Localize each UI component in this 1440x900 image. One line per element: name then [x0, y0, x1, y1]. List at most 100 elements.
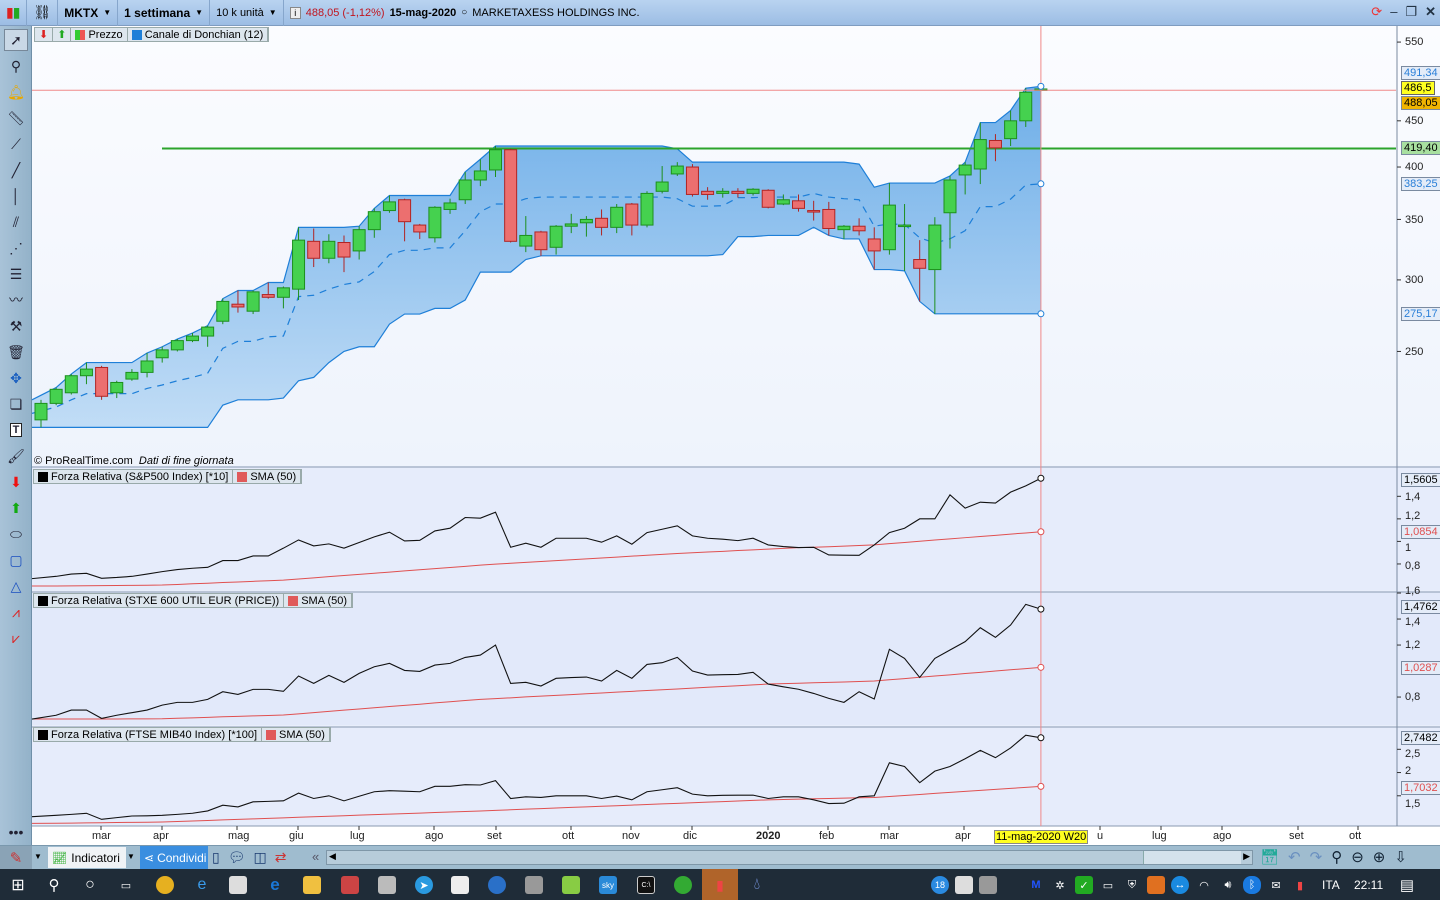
prorealtime-taskbar-button[interactable]: ▮: [702, 869, 738, 900]
volume-icon[interactable]: 🔊︎: [1224, 878, 1232, 891]
drawing-mode-button[interactable]: ✎: [0, 846, 32, 869]
sell-arrow-tool[interactable]: ⬇: [4, 471, 28, 493]
trend-up-tool[interactable]: ⩘: [4, 601, 28, 623]
notification-badge[interactable]: 18: [931, 876, 949, 894]
chrome-icon[interactable]: [156, 876, 174, 894]
task-view-icon[interactable]: ▭: [120, 879, 132, 892]
legend-relative-strength[interactable]: Forza Relativa (S&P500 Index) [*10]: [34, 470, 234, 483]
wave-tool[interactable]: 〰: [4, 289, 28, 311]
wifi-icon[interactable]: ◠: [1199, 879, 1209, 892]
legend-sma[interactable]: SMA (50): [262, 728, 330, 741]
thunderbird-icon[interactable]: [488, 876, 506, 894]
security-icon[interactable]: [955, 876, 973, 894]
redo-icon[interactable]: ↷: [1309, 849, 1323, 866]
mail-icon[interactable]: ✉: [1271, 879, 1281, 892]
time-scrollbar[interactable]: ◀ ▶: [326, 850, 1253, 865]
ruler-tool[interactable]: 📏︎: [4, 107, 28, 129]
expand-panel-button[interactable]: ⬆: [53, 28, 72, 41]
power-icon[interactable]: ▭: [1102, 879, 1114, 892]
file-explorer-icon[interactable]: [303, 876, 321, 894]
alert-tool[interactable]: 🔔︎: [4, 81, 28, 103]
chat-icon[interactable]: 💬︎: [227, 849, 246, 865]
chart-type-button[interactable]: ▮ ▮: [0, 0, 28, 26]
java-icon[interactable]: [1147, 876, 1165, 894]
restore-button[interactable]: ❐: [1405, 4, 1418, 19]
cortana-icon[interactable]: ○: [85, 876, 95, 893]
minimize-button[interactable]: –: [1390, 4, 1398, 19]
language-indicator[interactable]: ITA: [1322, 878, 1340, 892]
telegram-icon[interactable]: ➤: [415, 876, 433, 894]
network-drive-icon[interactable]: [979, 876, 997, 894]
legend-sma[interactable]: SMA (50): [233, 470, 302, 483]
legend-price[interactable]: Prezzo: [71, 28, 128, 41]
undo-icon[interactable]: ↶: [1288, 849, 1301, 866]
notepad-icon[interactable]: [378, 876, 396, 894]
legend-sma[interactable]: SMA (50): [284, 594, 353, 607]
command-prompt-icon[interactable]: C:\: [637, 876, 655, 894]
channel-tool[interactable]: ⫽: [4, 211, 28, 233]
action-center-icon[interactable]: ▤: [1399, 877, 1415, 894]
scroll-left-arrow[interactable]: ◀: [329, 851, 336, 861]
drawing-mode-dropdown[interactable]: ▼: [34, 852, 42, 861]
zoom-out-icon[interactable]: ⊖: [1351, 849, 1364, 866]
scroll-right-arrow[interactable]: ▶: [1243, 851, 1250, 861]
trading-icon[interactable]: ⇄: [274, 849, 287, 865]
internet-explorer-icon[interactable]: e: [197, 876, 207, 893]
buy-arrow-tool[interactable]: ⬆: [4, 497, 28, 519]
zoom-tool[interactable]: ⚲: [4, 55, 28, 77]
malwarebytes-icon[interactable]: M: [1031, 879, 1041, 891]
link-button[interactable]: ⛓: [27, 0, 59, 26]
pointer-tool[interactable]: ➚: [4, 29, 28, 51]
app-icon[interactable]: [525, 876, 543, 894]
segment-tool[interactable]: ⟋: [4, 133, 28, 155]
move-tool[interactable]: ✥: [4, 367, 28, 389]
auto-zoom-icon[interactable]: ⚲: [1331, 849, 1343, 866]
indicators-dropdown[interactable]: ▼: [127, 852, 135, 861]
text-tool[interactable]: T: [4, 419, 28, 441]
collapse-panel-button[interactable]: ⬇: [35, 28, 54, 41]
copy-tool[interactable]: ❏: [4, 393, 28, 415]
scrollbar-thumb[interactable]: [1143, 851, 1241, 864]
scroll-start-button[interactable]: «: [312, 849, 320, 864]
brush-tool[interactable]: 🖌︎: [4, 445, 28, 467]
store-icon[interactable]: [229, 876, 247, 894]
close-button[interactable]: ✕: [1425, 4, 1436, 19]
bluetooth-device-icon[interactable]: ✲: [1055, 879, 1065, 892]
triangle-tool[interactable]: △: [4, 575, 28, 597]
windows-start-icon[interactable]: ⊞: [11, 877, 25, 894]
multi-chart-icon[interactable]: ◫: [253, 849, 267, 865]
share-button[interactable]: ⋖ Condividi: [140, 846, 208, 869]
sky-go-icon[interactable]: sky: [599, 876, 617, 894]
more-tools-button[interactable]: •••: [4, 821, 28, 843]
legend-donchian[interactable]: Canale di Donchian (12): [128, 28, 269, 41]
clock[interactable]: 22:11: [1354, 878, 1384, 892]
info-icon[interactable]: i: [289, 6, 301, 19]
teamviewer-icon[interactable]: ↔: [1171, 876, 1189, 894]
bluetooth-icon[interactable]: ᛒ: [1243, 876, 1261, 894]
edge-icon[interactable]: e: [270, 875, 280, 894]
layout-icon[interactable]: ▯: [212, 849, 220, 865]
app-drop-icon[interactable]: 💧︎: [753, 876, 761, 893]
units-selector[interactable]: 10 k unità ▼: [210, 0, 284, 26]
zoom-in-icon[interactable]: ⊕: [1372, 849, 1386, 866]
legend-relative-strength[interactable]: Forza Relativa (STXE 600 UTIL EUR (PRICE…: [34, 594, 285, 607]
vertical-line-tool[interactable]: │: [4, 185, 28, 207]
calendar-icon[interactable]: 📅︎: [1260, 849, 1280, 866]
app-icon[interactable]: [562, 876, 580, 894]
fibonacci-tool[interactable]: ☰: [4, 263, 28, 285]
refresh-icon[interactable]: ⟳: [1371, 4, 1383, 19]
app-icon[interactable]: [341, 876, 359, 894]
defender-icon[interactable]: ⛨: [1127, 878, 1137, 891]
prorealtime-tray-icon[interactable]: ▮: [1296, 879, 1304, 892]
search-icon[interactable]: ⚲: [48, 877, 60, 894]
scale-icon[interactable]: ⇩: [1394, 849, 1407, 866]
fan-tool[interactable]: ⋰: [4, 237, 28, 259]
legend-relative-strength[interactable]: Forza Relativa (FTSE MIB40 Index) [*100]: [34, 728, 263, 741]
timeframe-selector[interactable]: 1 settimana ▼: [118, 0, 211, 26]
rectangle-tool[interactable]: ▢: [4, 549, 28, 571]
line-tool[interactable]: ╱: [4, 159, 28, 181]
news-icon[interactable]: [451, 876, 469, 894]
indicators-button[interactable]: 📈︎ Indicatori: [48, 847, 126, 868]
symbol-selector[interactable]: MKTX ▼: [58, 0, 119, 26]
